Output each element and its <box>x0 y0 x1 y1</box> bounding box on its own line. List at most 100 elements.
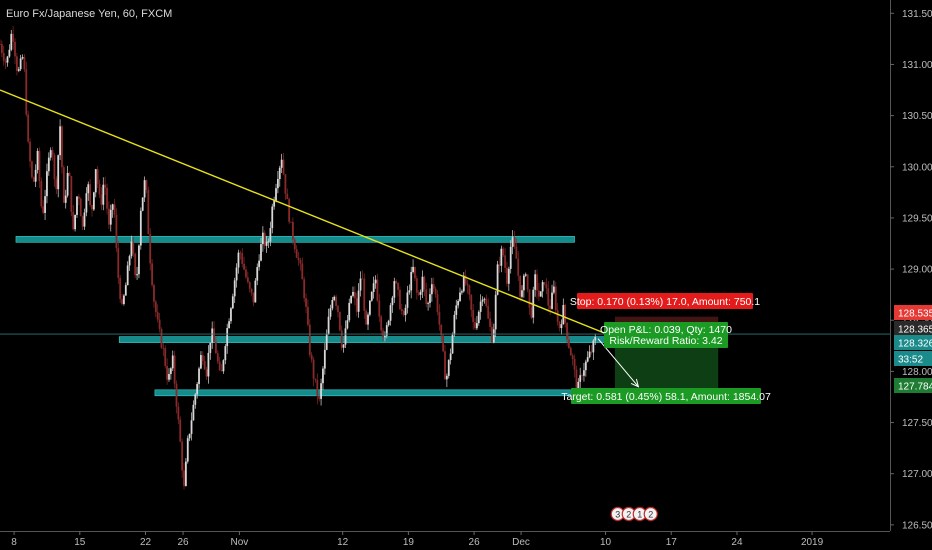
candle-body <box>445 375 448 380</box>
candle-body <box>312 359 315 379</box>
candle-body <box>104 184 107 188</box>
candle-body <box>134 253 137 276</box>
x-tick-label: Nov <box>231 537 249 548</box>
candle-body <box>293 239 296 250</box>
candle-body <box>207 352 210 377</box>
candle-body <box>521 290 523 297</box>
candle-body <box>184 461 187 486</box>
candle-body <box>423 276 426 290</box>
candle-body <box>320 383 322 399</box>
candle-body <box>62 167 65 203</box>
x-tick-label: 10 <box>600 537 612 548</box>
candle-body <box>536 274 538 291</box>
event-count: 1 <box>637 510 642 520</box>
candle-body <box>94 169 97 193</box>
candle-body <box>549 305 552 309</box>
candle-body <box>519 275 522 297</box>
target-label: Target: 0.581 (0.45%) 58.1, Amount: 1854… <box>561 391 771 403</box>
candle-body <box>198 368 200 384</box>
candle-body <box>40 181 43 207</box>
x-tick-label: 26 <box>469 537 481 548</box>
candle-body <box>489 318 491 327</box>
candle-body <box>215 341 217 354</box>
candle-body <box>568 339 570 348</box>
candle-body <box>211 328 214 343</box>
candle-body <box>203 361 206 370</box>
candle-body <box>32 177 35 182</box>
support-zone-2[interactable] <box>118 336 630 343</box>
candle-body <box>511 237 514 247</box>
candle-body <box>288 199 291 222</box>
candle-body <box>295 249 298 258</box>
candle-body <box>186 438 189 462</box>
y-tick-label: 127.000 <box>902 469 932 480</box>
candle-body <box>335 296 337 306</box>
candle-body <box>85 193 88 213</box>
price-axis[interactable]: 131.500 131.000 130.500 130.000 129.500 129.0… <box>890 0 932 531</box>
candle-body <box>447 360 450 376</box>
candle-body <box>92 192 95 210</box>
candle-body <box>222 360 225 372</box>
candle-body <box>192 404 195 421</box>
candle-body <box>476 323 478 329</box>
candle-body <box>515 246 518 259</box>
candle-body <box>108 208 110 225</box>
candle-body <box>14 41 16 57</box>
candle-body <box>119 277 122 300</box>
candle-body <box>372 283 375 292</box>
candle-body <box>562 305 565 325</box>
y-tick-label: 130.500 <box>902 111 932 122</box>
candle-body <box>200 355 202 369</box>
candle-body <box>581 375 583 377</box>
x-tick-label: 12 <box>337 537 349 548</box>
candle-body <box>126 265 129 286</box>
candle-body <box>213 328 215 342</box>
candle-body <box>303 279 306 299</box>
y-tick-label: 129.000 <box>902 265 932 276</box>
stop-label: Stop: 0.170 (0.13%) 17.0, Amount: 750.1 <box>570 296 760 308</box>
candle-body <box>0 43 1 45</box>
price-tag-bg <box>894 305 932 320</box>
candle-body <box>149 234 152 264</box>
candle-body <box>141 197 144 211</box>
candle-body <box>414 266 416 279</box>
candle-body <box>579 375 582 382</box>
candle-body <box>299 260 302 264</box>
trendline[interactable] <box>0 89 606 335</box>
candle-body <box>91 205 93 210</box>
price-tag-bg <box>894 351 932 366</box>
candle-body <box>109 209 112 225</box>
candle-body <box>491 326 493 343</box>
candle-body <box>474 322 476 329</box>
candle-body <box>553 286 555 293</box>
candle-body <box>410 271 413 291</box>
candle-body <box>438 311 441 325</box>
candle-body <box>158 319 161 330</box>
candle-body <box>363 278 366 311</box>
candle-body <box>183 470 185 486</box>
candle-body <box>395 281 398 283</box>
candle-body <box>47 157 50 172</box>
candle-body <box>327 316 330 335</box>
candle-body <box>74 214 77 230</box>
candle-body <box>462 275 465 292</box>
candle-body <box>46 171 48 197</box>
candle-body <box>387 320 390 326</box>
price-tag-bg <box>894 321 932 336</box>
candle-body <box>359 278 362 291</box>
candle-body <box>470 294 473 310</box>
candle-body <box>145 180 148 190</box>
candle-body <box>87 184 90 194</box>
event-icon[interactable] <box>643 506 658 522</box>
event-count: 2 <box>648 510 653 520</box>
x-tick-label: 8 <box>11 537 17 548</box>
candle-body <box>485 298 488 307</box>
candle-body <box>329 308 332 317</box>
time-axis[interactable]: 8 15 22 26 Nov 12 19 26 Dec 10 17 24 2019 <box>0 531 890 548</box>
candle-body <box>44 196 46 213</box>
candle-body <box>502 248 505 256</box>
candle-body <box>0 44 3 53</box>
